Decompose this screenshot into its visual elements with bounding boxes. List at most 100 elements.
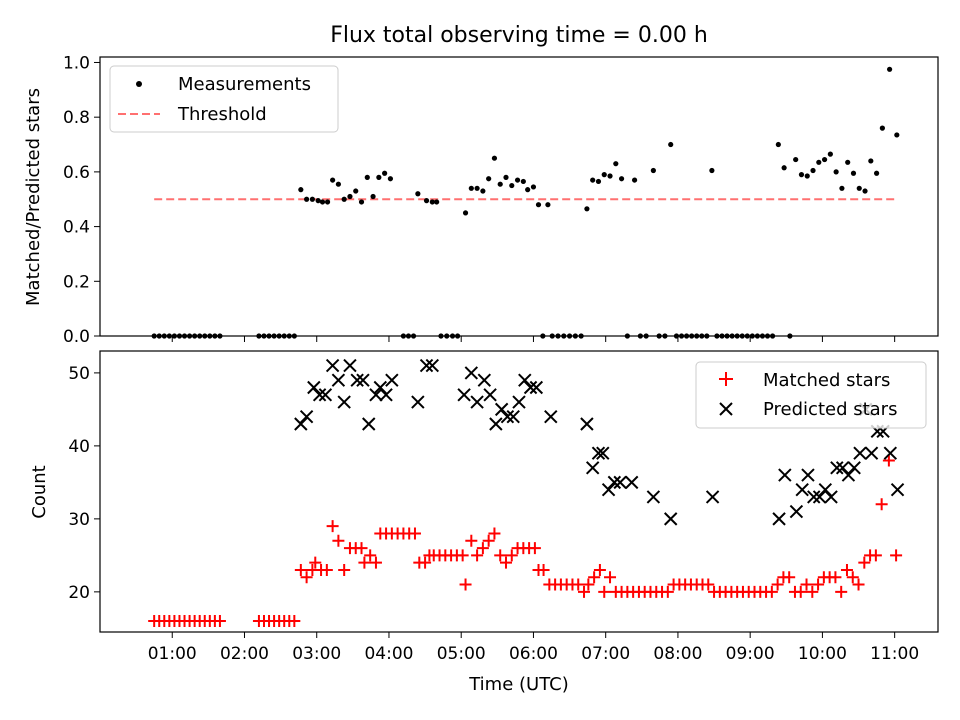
predicted-point — [807, 490, 821, 504]
matched-point — [882, 454, 895, 467]
matched-point — [419, 556, 432, 569]
measurement-point — [775, 141, 781, 148]
bottom-xtick-label: 02:00 — [220, 644, 269, 664]
predicted-point — [464, 366, 479, 380]
predicted-point — [812, 490, 827, 504]
predicted-point — [369, 388, 383, 402]
top-ytick-label: 1.0 — [63, 53, 90, 73]
matched-point — [537, 563, 550, 576]
predicted-point — [350, 373, 364, 387]
bottom-y-axis-label: Count — [29, 465, 50, 518]
predicted-point — [343, 358, 357, 373]
predicted-point — [318, 388, 333, 402]
matched-point — [358, 556, 371, 569]
predicted-point — [470, 395, 484, 409]
bottom-xtick-label: 04:00 — [364, 644, 413, 664]
bottom-xtick-label: 03:00 — [292, 644, 341, 664]
predicted-point — [356, 373, 370, 387]
measurement-point — [486, 176, 492, 182]
measurement-point — [304, 196, 310, 202]
predicted-point — [337, 395, 351, 409]
matched-point — [771, 578, 784, 591]
matched-point — [326, 520, 339, 533]
predicted-point — [613, 475, 627, 490]
predicted-point — [523, 380, 538, 395]
x-axis-label: Time (UTC) — [468, 674, 569, 695]
bottom-xtick-label: 09:00 — [726, 644, 775, 664]
predicted-point — [772, 512, 786, 526]
predicted-point — [362, 417, 376, 431]
matched-point — [300, 571, 313, 584]
bottom-xtick-label: 06:00 — [509, 644, 558, 664]
matched-point — [890, 549, 903, 562]
measurement-point — [595, 178, 602, 185]
measurement-point — [709, 167, 715, 174]
matched-point — [794, 585, 807, 598]
measurement-point — [525, 187, 531, 193]
predicted-point — [801, 468, 815, 482]
predicted-point — [425, 358, 440, 373]
matched-point — [213, 615, 226, 628]
predicted-point — [795, 482, 809, 497]
matched-point — [806, 585, 819, 598]
measurement-point — [873, 170, 880, 176]
matched-point — [869, 549, 882, 562]
predicted-point — [312, 388, 327, 402]
measurement-point — [520, 178, 526, 185]
matched-point — [505, 549, 518, 562]
measurement-point — [358, 199, 365, 205]
predicted-point — [500, 409, 515, 424]
bottom-xtick-label: 05:00 — [437, 644, 486, 664]
measurement-point — [434, 199, 440, 205]
matched-point — [765, 585, 778, 598]
matched-point — [702, 578, 715, 591]
predicted-point — [596, 446, 610, 460]
bottom-xtick-label: 08:00 — [653, 644, 702, 664]
predicted-point — [489, 417, 503, 431]
predicted-point — [585, 461, 600, 475]
measurement-point — [816, 159, 822, 165]
measurement-point — [423, 198, 430, 204]
bottom-ytick-label: 20 — [68, 583, 90, 603]
predicted-point — [385, 373, 399, 387]
matched-point — [320, 563, 333, 576]
measurement-point — [781, 165, 787, 171]
bottom-xtick-label: 11:00 — [870, 644, 919, 664]
matched-point — [355, 542, 368, 555]
measurement-point — [821, 156, 828, 163]
matched-point — [846, 571, 859, 584]
measurement-point — [868, 158, 874, 164]
measurement-point — [804, 173, 810, 179]
predicted-point — [518, 373, 532, 387]
measurement-point — [845, 159, 851, 165]
measurement-point — [584, 206, 590, 212]
measurement-point — [798, 172, 805, 178]
measurement-point — [491, 155, 498, 161]
predicted-point — [824, 490, 838, 504]
predicted-point — [818, 482, 833, 497]
legend-matched-marker — [719, 372, 733, 386]
measurement-point — [535, 202, 542, 208]
measurement-point — [856, 185, 862, 191]
bottom-ytick-label: 30 — [68, 510, 90, 530]
top-ytick-label: 0.8 — [63, 108, 90, 128]
measurement-point — [315, 198, 321, 204]
measurement-point — [613, 161, 619, 167]
measurement-point — [631, 177, 638, 183]
measurement-point — [319, 199, 326, 205]
predicted-point — [331, 373, 346, 387]
measurement-point — [503, 174, 509, 180]
measurement-point — [650, 167, 656, 174]
matched-point — [494, 549, 507, 562]
bottom-axes-frame — [99, 350, 939, 633]
top-ytick-label: 0.4 — [63, 218, 90, 238]
legend-matched-label: Matched stars — [763, 370, 890, 391]
measurement-point — [353, 188, 359, 194]
matched-point — [572, 578, 585, 591]
top-y-axis-label: Matched/Predicted stars — [23, 88, 44, 306]
measurement-point — [462, 210, 469, 216]
predicted-point — [789, 504, 804, 519]
legend-predicted-marker — [719, 402, 733, 416]
top-legend: Measurements Threshold — [109, 65, 339, 133]
matched-point — [465, 534, 478, 547]
